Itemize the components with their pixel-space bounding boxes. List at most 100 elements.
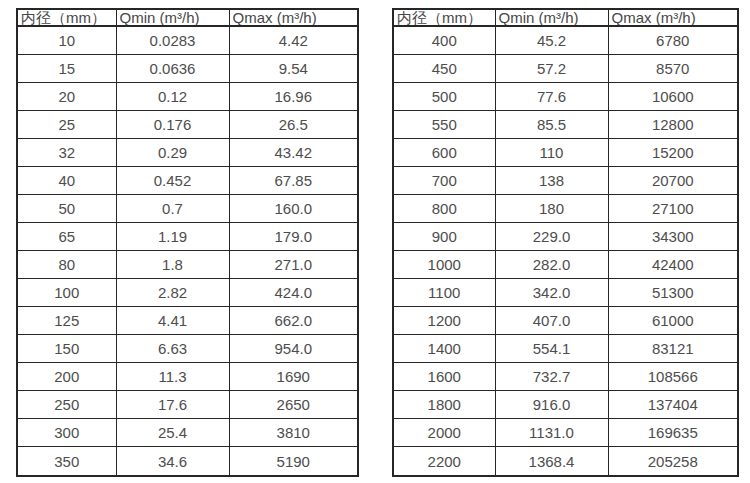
qmin-cell: 554.1 [495, 335, 608, 363]
table-row: 320.2943.42 [17, 139, 358, 167]
diameter-cell: 400 [393, 26, 495, 55]
table-row: 651.19179.0 [17, 223, 358, 251]
qmax-cell: 43.42 [229, 139, 358, 167]
diameter-header-cell: 内径（mm） [17, 9, 116, 26]
qmax-header-cell: Qmax (m³/h) [608, 9, 738, 26]
qmin-cell: 17.6 [116, 391, 229, 419]
table-body: 100.02834.42150.06369.54200.1216.96250.1… [17, 26, 358, 476]
table-row: 20011.31690 [17, 363, 358, 391]
table-row: 60011015200 [393, 139, 738, 167]
qmax-cell: 34300 [608, 223, 738, 251]
table-row: 20001131.0169635 [393, 419, 738, 447]
diameter-cell: 50 [17, 195, 116, 223]
diameter-cell: 125 [17, 307, 116, 335]
qmax-cell: 3810 [229, 419, 358, 447]
diameter-cell: 200 [17, 363, 116, 391]
table-row: 35034.65190 [17, 447, 358, 476]
table-row: 40045.26780 [393, 26, 738, 55]
diameter-cell: 25 [17, 111, 116, 139]
table-row: 1000282.042400 [393, 251, 738, 279]
qmax-cell: 108566 [608, 363, 738, 391]
diameter-cell: 600 [393, 139, 495, 167]
qmin-cell: 1131.0 [495, 419, 608, 447]
qmax-cell: 10600 [608, 83, 738, 111]
large-diameter-flow-table: 内径（mm）Qmin (m³/h)Qmax (m³/h) 40045.26780… [392, 8, 739, 477]
table-row: 50077.610600 [393, 83, 738, 111]
diameter-cell: 800 [393, 195, 495, 223]
qmin-cell: 11.3 [116, 363, 229, 391]
table-row: 500.7160.0 [17, 195, 358, 223]
qmin-cell: 407.0 [495, 307, 608, 335]
qmin-cell: 0.0636 [116, 55, 229, 83]
qmax-cell: 8570 [608, 55, 738, 83]
table-row: 400.45267.85 [17, 167, 358, 195]
table-row: 1506.63954.0 [17, 335, 358, 363]
qmin-cell: 229.0 [495, 223, 608, 251]
qmax-cell: 9.54 [229, 55, 358, 83]
qmin-cell: 0.176 [116, 111, 229, 139]
qmin-cell: 0.12 [116, 83, 229, 111]
qmin-cell: 0.7 [116, 195, 229, 223]
diameter-cell: 1000 [393, 251, 495, 279]
diameter-cell: 80 [17, 251, 116, 279]
qmin-cell: 4.41 [116, 307, 229, 335]
qmax-cell: 160.0 [229, 195, 358, 223]
table-row: 45057.28570 [393, 55, 738, 83]
qmin-cell: 57.2 [495, 55, 608, 83]
diameter-cell: 250 [17, 391, 116, 419]
qmax-cell: 4.42 [229, 26, 358, 55]
qmax-cell: 169635 [608, 419, 738, 447]
diameter-cell: 2000 [393, 419, 495, 447]
table-row: 100.02834.42 [17, 26, 358, 55]
diameter-cell: 150 [17, 335, 116, 363]
diameter-cell: 1600 [393, 363, 495, 391]
table-row: 200.1216.96 [17, 83, 358, 111]
diameter-cell: 350 [17, 447, 116, 476]
table-row: 250.17626.5 [17, 111, 358, 139]
table-row: 30025.43810 [17, 419, 358, 447]
qmin-cell: 1.19 [116, 223, 229, 251]
qmax-cell: 16.96 [229, 83, 358, 111]
diameter-cell: 500 [393, 83, 495, 111]
qmax-cell: 20700 [608, 167, 738, 195]
qmax-cell: 26.5 [229, 111, 358, 139]
diameter-header-cell: 内径（mm） [393, 9, 495, 26]
qmax-cell: 12800 [608, 111, 738, 139]
qmax-cell: 179.0 [229, 223, 358, 251]
qmax-cell: 137404 [608, 391, 738, 419]
diameter-cell: 700 [393, 167, 495, 195]
qmin-cell: 6.63 [116, 335, 229, 363]
table-row: 1100342.051300 [393, 279, 738, 307]
table-row: 150.06369.54 [17, 55, 358, 83]
qmin-cell: 916.0 [495, 391, 608, 419]
qmax-header-cell: Qmax (m³/h) [229, 9, 358, 26]
diameter-cell: 1200 [393, 307, 495, 335]
table-row: 25017.62650 [17, 391, 358, 419]
table-row: 22001368.4205258 [393, 447, 738, 476]
qmin-cell: 45.2 [495, 26, 608, 55]
table-row: 1800916.0137404 [393, 391, 738, 419]
diameter-cell: 100 [17, 279, 116, 307]
qmin-cell: 0.29 [116, 139, 229, 167]
qmax-cell: 27100 [608, 195, 738, 223]
qmax-cell: 67.85 [229, 167, 358, 195]
header-row: 内径（mm）Qmin (m³/h)Qmax (m³/h) [393, 9, 738, 26]
qmax-cell: 424.0 [229, 279, 358, 307]
table-body: 40045.2678045057.2857050077.61060055085.… [393, 26, 738, 476]
qmax-cell: 271.0 [229, 251, 358, 279]
qmin-cell: 1368.4 [495, 447, 608, 476]
qmin-header-cell: Qmin (m³/h) [116, 9, 229, 26]
table-row: 1002.82424.0 [17, 279, 358, 307]
qmax-cell: 61000 [608, 307, 738, 335]
diameter-cell: 1800 [393, 391, 495, 419]
table-row: 801.8271.0 [17, 251, 358, 279]
qmax-cell: 205258 [608, 447, 738, 476]
diameter-cell: 65 [17, 223, 116, 251]
qmax-cell: 83121 [608, 335, 738, 363]
diameter-cell: 1100 [393, 279, 495, 307]
small-diameter-flow-table: 内径（mm）Qmin (m³/h)Qmax (m³/h) 100.02834.4… [16, 8, 359, 477]
qmax-cell: 5190 [229, 447, 358, 476]
qmin-header-cell: Qmin (m³/h) [495, 9, 608, 26]
qmin-cell: 180 [495, 195, 608, 223]
qmin-cell: 732.7 [495, 363, 608, 391]
